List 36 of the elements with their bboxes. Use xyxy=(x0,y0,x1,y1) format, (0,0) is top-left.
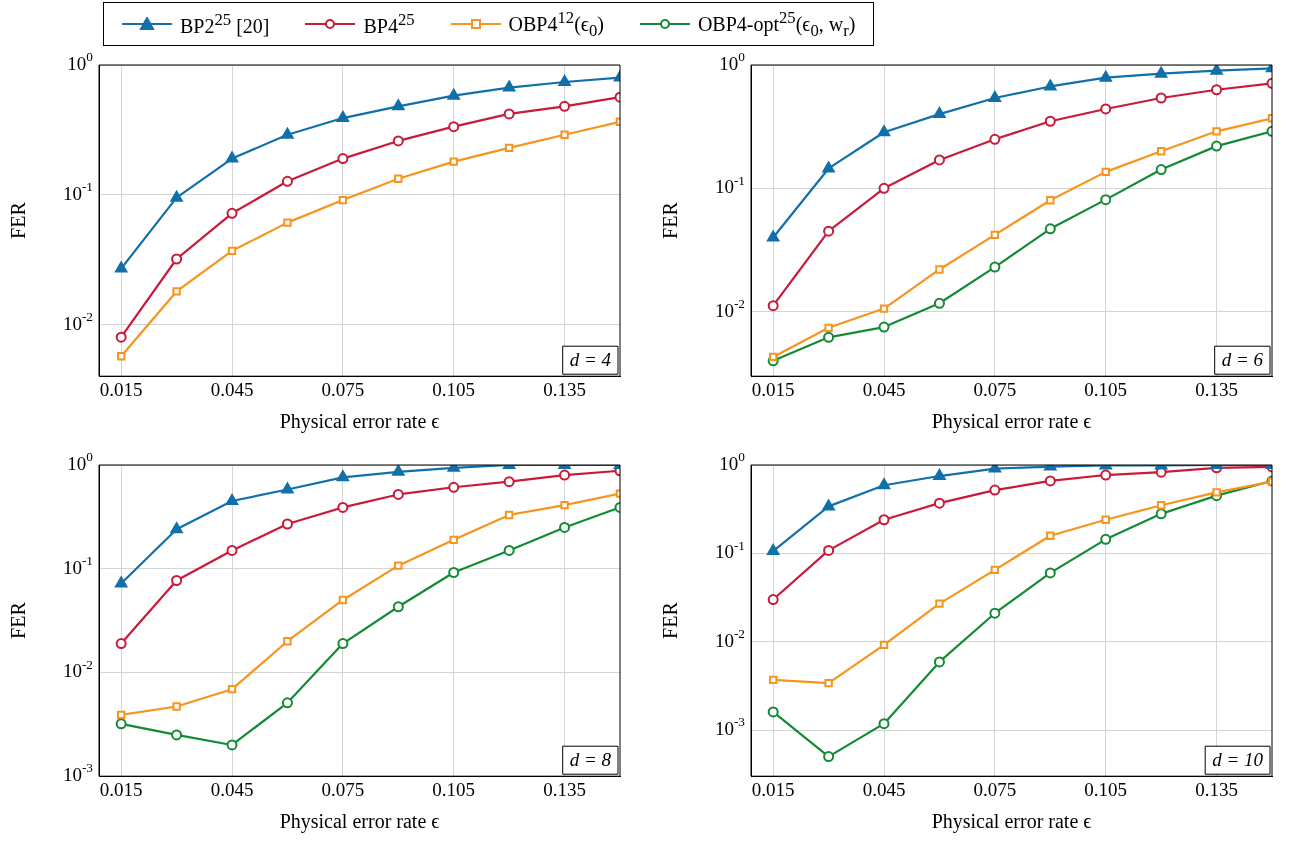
x-tick-label: 0.075 xyxy=(321,778,365,800)
annotation: d = 10 xyxy=(1212,749,1264,771)
x-tick-label: 0.075 xyxy=(973,378,1017,400)
x-tick-label: 0.015 xyxy=(751,778,795,800)
x-tick-label: 0.075 xyxy=(321,378,365,400)
x-tick-label: 0.105 xyxy=(432,378,476,400)
x-tick-label: 0.135 xyxy=(1195,778,1238,800)
x-tick-label: 0.105 xyxy=(1084,378,1128,400)
y-axis-title: FER xyxy=(659,201,682,239)
annotation: d = 4 xyxy=(569,349,612,371)
x-tick-label: 0.075 xyxy=(973,778,1017,800)
legend-label: OBP4$^{12}$(ϵ$_{0}$) xyxy=(508,7,604,41)
x-axis-title: Physical error rate ϵ xyxy=(931,410,1092,434)
x-tick-label: 0.045 xyxy=(862,778,906,800)
x-tick-label: 0.105 xyxy=(1084,778,1128,800)
x-tick-label: 0.015 xyxy=(99,378,143,400)
x-tick-label: 0.135 xyxy=(543,378,586,400)
x-tick-label: 0.105 xyxy=(432,778,476,800)
x-axis-title: Physical error rate ϵ xyxy=(279,810,440,834)
x-tick-label: 0.045 xyxy=(210,378,254,400)
y-axis-title: FER xyxy=(7,201,30,239)
x-tick-label: 0.015 xyxy=(751,378,795,400)
x-axis-title: Physical error rate ϵ xyxy=(931,810,1092,834)
x-tick-label: 0.015 xyxy=(99,778,143,800)
y-axis-title: FER xyxy=(659,601,682,639)
annotation: d = 8 xyxy=(569,749,612,771)
x-tick-label: 0.135 xyxy=(1195,378,1238,400)
legend-label: OBP4-opt$^{25}$(ϵ$_{0}$, w$_{r}$) xyxy=(697,7,856,41)
x-tick-label: 0.045 xyxy=(862,378,906,400)
x-axis-title: Physical error rate ϵ xyxy=(279,410,440,434)
annotation: d = 6 xyxy=(1221,349,1264,371)
legend-label: BP4$^{25}$ xyxy=(363,10,415,38)
x-tick-label: 0.135 xyxy=(543,778,586,800)
legend-label: BP2$^{25}$ [20] xyxy=(180,10,270,38)
y-axis-title: FER xyxy=(7,601,30,639)
x-tick-label: 0.045 xyxy=(210,778,254,800)
